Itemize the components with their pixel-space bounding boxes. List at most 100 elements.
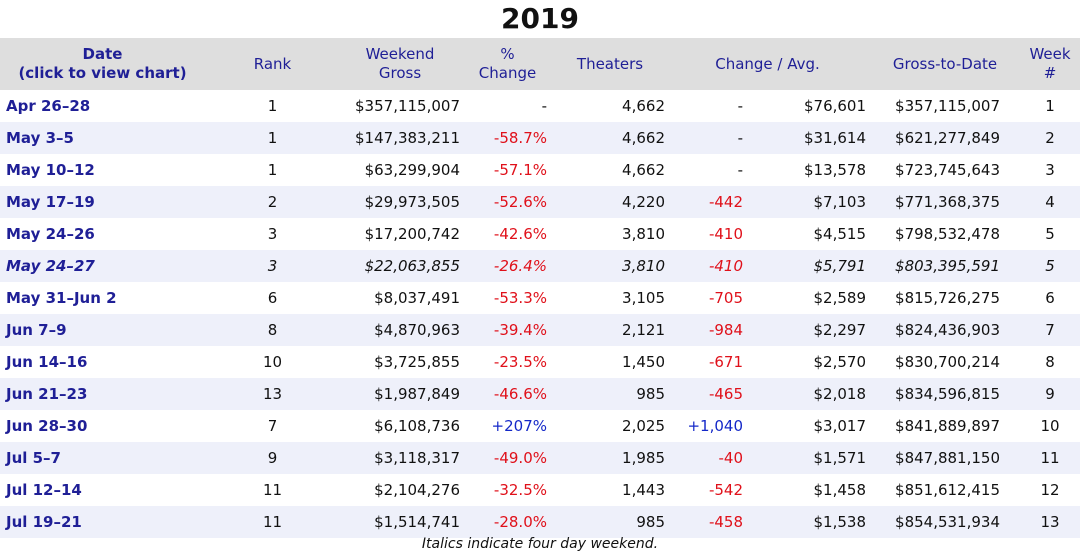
row-theater-change: -671 <box>708 353 743 371</box>
row-date-link[interactable]: May 31–Jun 2 <box>6 289 117 307</box>
table-row: Jun 28–30 7 $6,108,736 +207% 2,025 +1,04… <box>0 410 1080 442</box>
row-weekend-gross: $4,870,963 <box>374 321 460 339</box>
table-row: May 31–Jun 2 6 $8,037,491 -53.3% 3,105 -… <box>0 282 1080 314</box>
row-gross-to-date: $723,745,643 <box>895 161 1001 179</box>
row-average: $3,017 <box>813 417 867 435</box>
row-theaters: 3,810 <box>622 257 665 275</box>
row-week: 9 <box>1045 385 1055 403</box>
row-weekend-gross: $3,725,855 <box>374 353 460 371</box>
row-date-link[interactable]: Jul 12–14 <box>6 481 82 499</box>
row-week: 13 <box>1040 513 1060 531</box>
row-rank: 13 <box>262 385 283 403</box>
row-percent-change: - <box>541 97 547 115</box>
row-percent-change: -32.5% <box>493 481 547 499</box>
row-average: $5,791 <box>813 257 867 275</box>
row-weekend-gross: $8,037,491 <box>374 289 460 307</box>
footnote: Italics indicate four day weekend. <box>421 536 659 552</box>
header-date-hint: (click to view chart) <box>18 64 187 82</box>
row-date-link[interactable]: May 17–19 <box>6 193 95 211</box>
row-gross-to-date: $798,532,478 <box>895 225 1001 243</box>
table-body: Apr 26–28 1 $357,115,007 - 4,662 - $76,6… <box>0 90 1080 538</box>
row-average: $2,570 <box>813 353 867 371</box>
row-gross-to-date: $841,889,897 <box>895 417 1001 435</box>
row-average: $13,578 <box>803 161 867 179</box>
row-percent-change: -57.1% <box>493 161 547 179</box>
row-percent-change: -42.6% <box>493 225 547 243</box>
header-week-line1: Week <box>1029 45 1071 63</box>
row-average: $1,538 <box>813 513 867 531</box>
row-percent-change: -58.7% <box>493 129 547 147</box>
row-theaters: 2,121 <box>622 321 665 339</box>
row-gross-to-date: $834,596,815 <box>895 385 1001 403</box>
header-percent-change: % Change <box>460 38 555 90</box>
row-gross-to-date: $621,277,849 <box>895 129 1001 147</box>
table-row: Jul 19–21 11 $1,514,741 -28.0% 985 -458 … <box>0 506 1080 538</box>
row-percent-change: -28.0% <box>493 513 547 531</box>
row-date-link[interactable]: May 24–26 <box>6 225 95 243</box>
row-theater-change: -40 <box>718 449 744 467</box>
row-date-link[interactable]: Jul 19–21 <box>6 513 82 531</box>
row-gross-to-date: $854,531,934 <box>895 513 1001 531</box>
row-theater-change: - <box>737 161 743 179</box>
header-week-line2: # <box>1043 64 1057 82</box>
row-rank: 9 <box>267 449 278 467</box>
row-date-link[interactable]: Jun 14–16 <box>6 353 88 371</box>
row-theater-change: -542 <box>708 481 743 499</box>
page-title: 2019 <box>501 2 579 35</box>
row-week: 11 <box>1040 449 1060 467</box>
row-rank: 1 <box>267 129 278 147</box>
row-weekend-gross: $1,987,849 <box>374 385 460 403</box>
row-date-link[interactable]: May 10–12 <box>6 161 95 179</box>
row-weekend-gross: $1,514,741 <box>374 513 460 531</box>
row-theater-change: +1,040 <box>687 417 743 435</box>
row-average: $31,614 <box>803 129 867 147</box>
row-theaters: 3,105 <box>622 289 665 307</box>
row-week: 10 <box>1040 417 1060 435</box>
header-date[interactable]: Date (click to view chart) <box>0 38 205 90</box>
row-theaters: 2,025 <box>622 417 665 435</box>
row-theater-change: -465 <box>708 385 743 403</box>
row-rank: 7 <box>267 417 278 435</box>
row-theater-change: -458 <box>708 513 743 531</box>
row-date-link[interactable]: Jun 28–30 <box>6 417 88 435</box>
row-percent-change: +207% <box>491 417 547 435</box>
row-week: 4 <box>1045 193 1055 211</box>
row-date-link[interactable]: May 3–5 <box>6 129 74 147</box>
row-theaters: 1,450 <box>622 353 665 371</box>
row-date-link[interactable]: Apr 26–28 <box>6 97 91 115</box>
row-week: 12 <box>1040 481 1060 499</box>
row-percent-change: -39.4% <box>493 321 547 339</box>
row-week: 5 <box>1045 257 1055 275</box>
row-percent-change: -52.6% <box>493 193 547 211</box>
header-week: Week # <box>1020 38 1080 90</box>
row-theater-change: -705 <box>708 289 743 307</box>
header-pct-line1: % <box>500 45 515 63</box>
row-percent-change: -53.3% <box>493 289 547 307</box>
header-weekend-gross: Weekend Gross <box>340 38 460 90</box>
row-rank: 11 <box>262 481 283 499</box>
row-weekend-gross: $29,973,505 <box>364 193 460 211</box>
row-theater-change: -410 <box>708 225 743 243</box>
row-theaters: 4,662 <box>622 161 665 179</box>
table-row: May 17–19 2 $29,973,505 -52.6% 4,220 -44… <box>0 186 1080 218</box>
row-date-link[interactable]: Jul 5–7 <box>6 449 61 467</box>
row-average: $4,515 <box>813 225 867 243</box>
row-date-link[interactable]: Jun 21–23 <box>6 385 88 403</box>
row-theaters: 4,662 <box>622 97 665 115</box>
row-date-link[interactable]: May 24–27 <box>6 257 95 275</box>
row-average: $2,297 <box>813 321 867 339</box>
row-date-link[interactable]: Jun 7–9 <box>6 321 67 339</box>
table-header: Date (click to view chart) Rank Weekend … <box>0 38 1080 90</box>
row-theaters: 1,985 <box>622 449 665 467</box>
row-percent-change: -46.6% <box>493 385 547 403</box>
row-rank: 11 <box>262 513 283 531</box>
row-theaters: 985 <box>636 513 665 531</box>
row-weekend-gross: $3,118,317 <box>374 449 460 467</box>
header-date-label: Date <box>82 45 123 63</box>
row-week: 5 <box>1045 225 1055 243</box>
row-theaters: 4,662 <box>622 129 665 147</box>
row-rank: 1 <box>267 97 278 115</box>
header-rank: Rank <box>253 54 292 73</box>
row-weekend-gross: $17,200,742 <box>364 225 460 243</box>
row-average: $1,571 <box>813 449 867 467</box>
